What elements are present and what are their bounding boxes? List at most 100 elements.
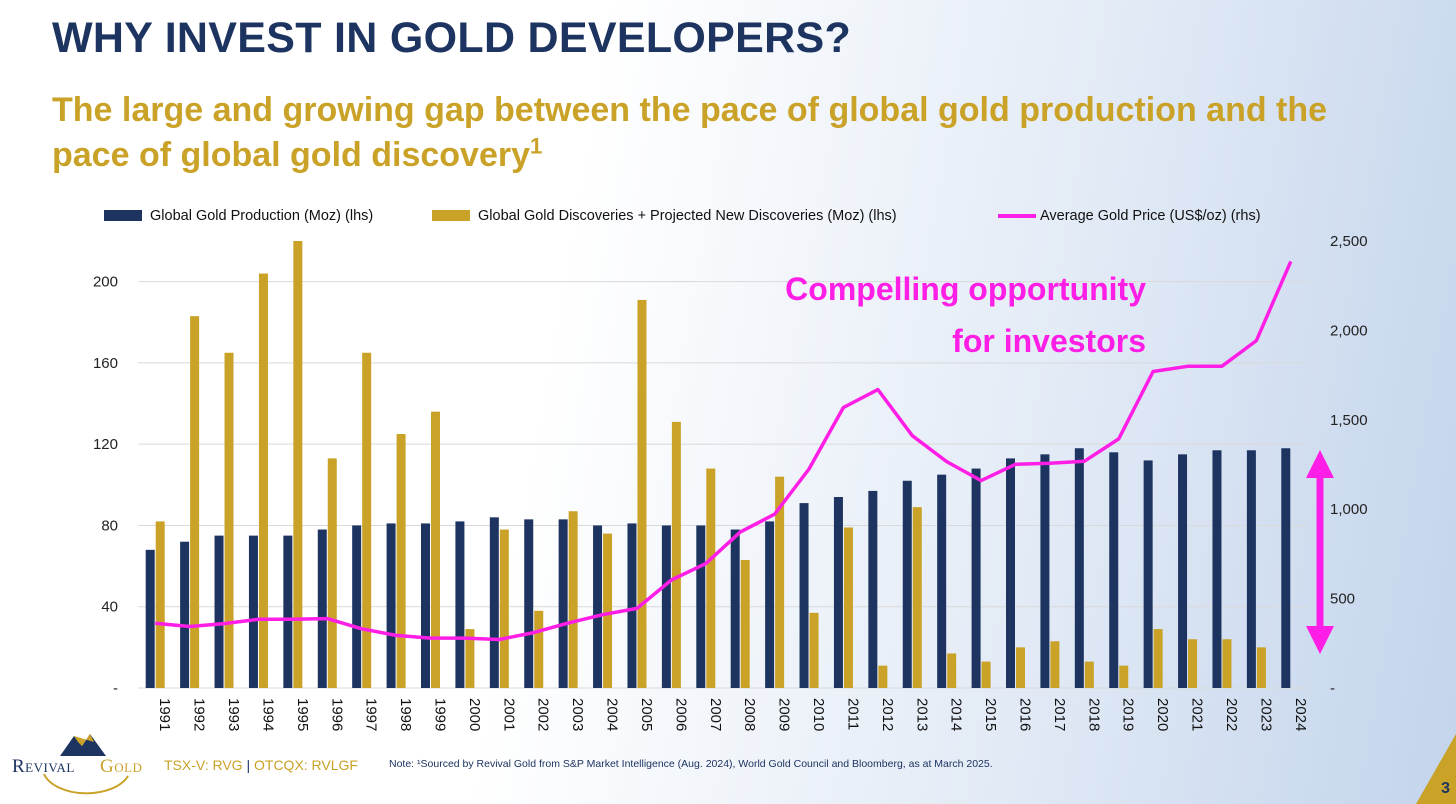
year-label: 2019 (1120, 698, 1137, 731)
discovery-bar (534, 610, 544, 688)
production-bar (1109, 452, 1119, 688)
production-bar (937, 474, 947, 688)
left-tick-label: 200 (93, 274, 118, 291)
production-bar (489, 517, 499, 688)
legend-swatch-production (104, 210, 142, 221)
discovery-bar (1119, 665, 1129, 688)
production-bar (180, 541, 190, 688)
year-label: 1992 (191, 698, 208, 731)
page-title: WHY INVEST IN GOLD DEVELOPERS? (52, 14, 852, 62)
year-label: 1994 (259, 698, 276, 731)
year-label: 2015 (982, 698, 999, 731)
discovery-bar (568, 511, 578, 688)
ticker-otcqx: OTCQX: RVLGF (254, 757, 358, 773)
year-label: 2016 (1017, 698, 1034, 731)
legend-label-discoveries: Global Gold Discoveries + Projected New … (478, 208, 897, 224)
year-label: 2020 (1154, 698, 1171, 731)
page-number: 3 (1441, 780, 1450, 797)
right-tick-label: 500 (1330, 591, 1355, 608)
production-bar (1006, 458, 1015, 688)
discovery-bar (396, 434, 406, 688)
production-bar (1246, 450, 1256, 688)
production-bar (799, 503, 809, 688)
year-label: 2010 (810, 698, 827, 731)
production-bar (352, 525, 362, 688)
year-label: 2001 (500, 698, 517, 731)
discovery-bar (947, 653, 957, 688)
production-bar (283, 535, 293, 688)
source-note: Note: ¹Sourced by Revival Gold from S&P … (389, 758, 993, 770)
year-label: 1999 (432, 698, 449, 731)
production-bar (902, 480, 912, 688)
production-bar (1281, 448, 1291, 688)
callout-line-2: for investors (952, 323, 1146, 359)
year-label: 1998 (397, 698, 414, 731)
discovery-bar (706, 468, 716, 688)
price-line-layer (155, 260, 1293, 642)
discovery-bar (1084, 661, 1094, 688)
discovery-bar (912, 507, 922, 688)
logo-arc (43, 773, 129, 795)
discovery-bar (1256, 647, 1266, 688)
discovery-bar (878, 665, 888, 688)
legend-label-production: Global Gold Production (Moz) (lhs) (150, 208, 373, 224)
gold-price-line (155, 260, 1293, 642)
year-label: 2017 (1051, 698, 1068, 731)
production-bar (1178, 454, 1188, 688)
ticker-separator: | (242, 757, 254, 773)
discovery-bar (1016, 647, 1025, 688)
production-bar (317, 529, 327, 688)
annotation-layer: Compelling opportunity for investors (785, 271, 1334, 654)
production-bar (248, 535, 258, 688)
discovery-bar (843, 527, 853, 688)
production-bar (455, 521, 465, 688)
year-label: 1993 (225, 698, 242, 731)
production-bar (421, 523, 430, 688)
left-tick-label: 80 (101, 517, 118, 534)
page-subtitle: The large and growing gap between the pa… (52, 88, 1392, 178)
stock-tickers: TSX-V: RVG | OTCQX: RVLGF (164, 757, 358, 773)
production-bar (833, 497, 843, 688)
discovery-bar (431, 411, 440, 688)
year-label: 2008 (741, 698, 758, 731)
logo-peak-highlight (74, 734, 94, 746)
gold-chart: - 40 80 120 160 200 - 500 1,000 1,500 2,000 2,500 19… (93, 208, 1368, 731)
chart-legend: Global Gold Production (Moz) (lhs) Global… (104, 208, 1261, 224)
year-label: 2014 (948, 698, 965, 731)
logo-word-1: Revival (12, 756, 75, 777)
bars-layer (145, 241, 1291, 688)
year-label: 1991 (156, 698, 173, 731)
discovery-bar (258, 273, 268, 688)
production-bar (627, 523, 637, 688)
left-tick-label: 120 (93, 436, 118, 453)
year-label: 2006 (672, 698, 689, 731)
left-tick-label: 160 (93, 355, 118, 372)
year-label: 1997 (363, 698, 380, 731)
discovery-bar (740, 559, 750, 688)
callout-line-1: Compelling opportunity (785, 271, 1146, 307)
year-label: 2005 (638, 698, 655, 731)
year-label: 2023 (1257, 698, 1274, 731)
production-bar (214, 535, 224, 688)
discovery-bar (1188, 639, 1198, 688)
discovery-bar (293, 241, 303, 688)
ticker-tsxv: TSX-V: RVG (164, 757, 243, 773)
year-label: 2002 (535, 698, 552, 731)
right-tick-label: 1,000 (1330, 501, 1368, 518)
year-label: 2022 (1223, 698, 1240, 731)
production-bar (661, 525, 671, 688)
right-tick-label: 2,000 (1330, 322, 1368, 339)
year-label: 2012 (879, 698, 896, 731)
discovery-bar (603, 533, 613, 688)
discovery-bar (809, 612, 819, 688)
legend-swatch-discoveries (432, 210, 470, 221)
discovery-bar (1153, 629, 1163, 688)
discovery-bar (1222, 639, 1232, 688)
year-label: 2018 (1085, 698, 1102, 731)
year-label: 2007 (707, 698, 724, 731)
production-bar (1143, 460, 1153, 688)
subtitle-footnote-marker: 1 (530, 133, 543, 159)
production-bar (145, 549, 155, 688)
production-bar (765, 521, 775, 688)
axis-labels: - 40 80 120 160 200 - 500 1,000 1,500 2,000 2,500 19… (93, 233, 1368, 731)
